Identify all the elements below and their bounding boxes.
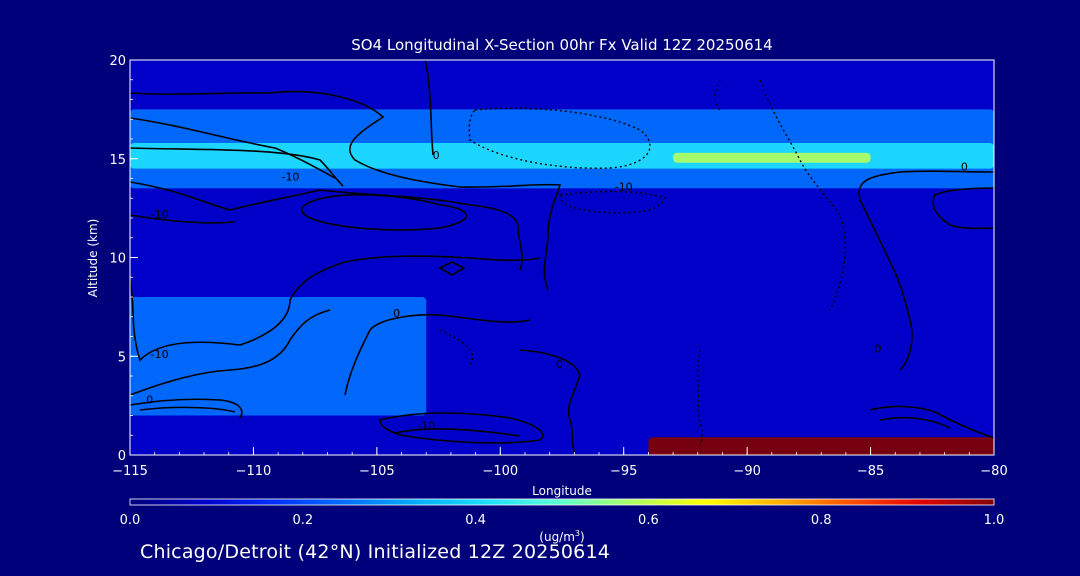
contour-line-dashed [439,329,474,366]
contour-label: 0 [961,161,968,174]
y-tick-label: 20 [109,54,126,69]
x-tick-label: −115 [112,464,148,479]
contour-line [379,412,544,444]
x-axis-label: Longitude [532,484,592,498]
contour-line [438,261,466,276]
x-tick-label: −95 [610,464,637,479]
colorbar-tick-label: 0.0 [120,513,141,528]
colorbar-units-close: ) [580,530,585,544]
y-tick-label: 10 [109,252,126,267]
footer-caption: Chicago/Detroit (42°N) Initialized 12Z 2… [140,541,611,563]
contour-line [424,60,434,156]
contour-label: -10 [151,208,169,221]
concentration-layer [648,437,994,455]
y-tick-label: 5 [118,350,126,365]
x-tick-label: −90 [733,464,760,479]
contour-label: 0 [146,394,153,407]
x-axis: −115 −110 −105 −100 −95 −90 −85 −80 [112,447,1008,479]
y-tick-label: 15 [109,153,126,168]
concentration-layer [673,152,871,163]
contour-line [858,170,994,371]
x-tick-label: −100 [482,464,518,479]
chart-title: SO4 Longitudinal X-Section 00hr Fx Valid… [351,36,772,54]
colorbar-units-superscript: 3 [575,529,580,538]
contour-line [300,194,468,231]
colorbar [129,498,995,506]
contour-line [869,405,994,439]
contour-line-dashed [559,190,666,214]
contour-label: 0 [433,149,440,162]
contour-line [879,416,951,429]
colorbar-tick-label: 0.8 [811,513,832,528]
colorbar-units-label: (ug/m3) [539,529,584,544]
y-axis: 0 5 10 15 20 [109,54,138,464]
colorbar-tick-label: 0.4 [465,513,486,528]
contour-label: -10 [281,170,299,183]
contour-line [139,406,236,413]
contour-lines [130,60,994,453]
contour-line [130,147,344,187]
colorbar-ticks: 0.0 0.2 0.4 0.6 0.8 1.0 [120,513,1005,528]
contour-line [130,255,541,362]
contour-line [932,187,994,230]
colorbar-tick-label: 0.2 [292,513,313,528]
contour-labels: 0 -10 -10 -10 0 -10 0 0 0 0 -10 [146,149,968,433]
contour-label: -10 [417,419,435,432]
contour-line [394,428,521,437]
contour-line-dashed [468,107,651,169]
x-tick-label: −110 [236,464,272,479]
contour-line-dashed [714,79,721,111]
y-tick-label: 0 [118,449,126,464]
contour-line [130,117,336,179]
contour-line [130,398,243,419]
x-tick-label: −80 [980,464,1007,479]
concentration-layer [130,297,427,416]
colorbar-tick-label: 0.6 [638,513,659,528]
contour-label: -10 [151,348,169,361]
contour-line-dashed [696,349,703,446]
contour-label: 0 [874,342,881,355]
contour-label: 0 [556,358,563,371]
x-tick-label: −105 [359,464,395,479]
x-tick-label: −85 [857,464,884,479]
contour-line [344,313,531,396]
contour-line [130,214,236,224]
contour-line [130,90,562,291]
contour-line [519,349,581,453]
contour-label: -10 [615,180,633,193]
y-axis-label: Altitude (km) [86,219,100,298]
colorbar-tick-label: 1.0 [984,513,1005,528]
plot-area [130,60,994,455]
contour-line [130,309,331,396]
contour-label: 0 [393,307,400,320]
